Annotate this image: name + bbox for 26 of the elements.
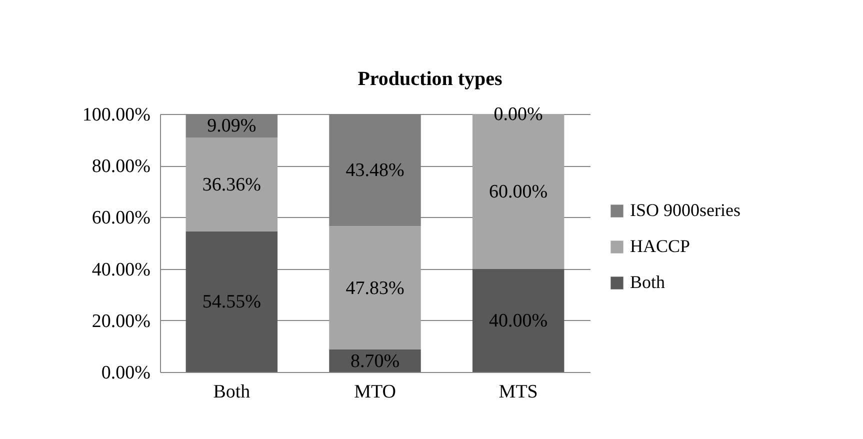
x-tick-label: Both [213,382,251,402]
data-label: 36.36% [202,174,262,196]
bar [329,226,421,350]
bar [472,268,564,372]
data-label: 0.00% [494,104,544,125]
legend-label: HACCP [630,236,690,256]
bar [186,137,278,232]
data-label: 43.48% [346,160,404,182]
data-label: 47.83% [346,278,404,299]
y-tick-label: 60.00% [92,208,151,229]
legend-label: ISO 9000series [630,200,740,220]
x-tick-label: MTO [354,382,396,402]
chart-title: Production types [358,68,503,90]
data-label: 9.09% [207,116,256,137]
y-tick-label: 20.00% [92,310,151,332]
y-tick-label: 40.00% [92,259,151,280]
y-tick-label: 100.00% [82,104,151,126]
x-tick-label: MTS [498,382,538,402]
legend-label: Both [630,272,666,292]
y-tick-label: 0.00% [101,362,151,384]
data-label: 8.70% [350,350,400,372]
data-label: 40.00% [489,310,548,332]
bar [186,231,278,372]
data-label: 54.55% [202,292,262,313]
data-label: 60.00% [489,181,548,202]
y-tick-label: 80.00% [92,156,151,178]
